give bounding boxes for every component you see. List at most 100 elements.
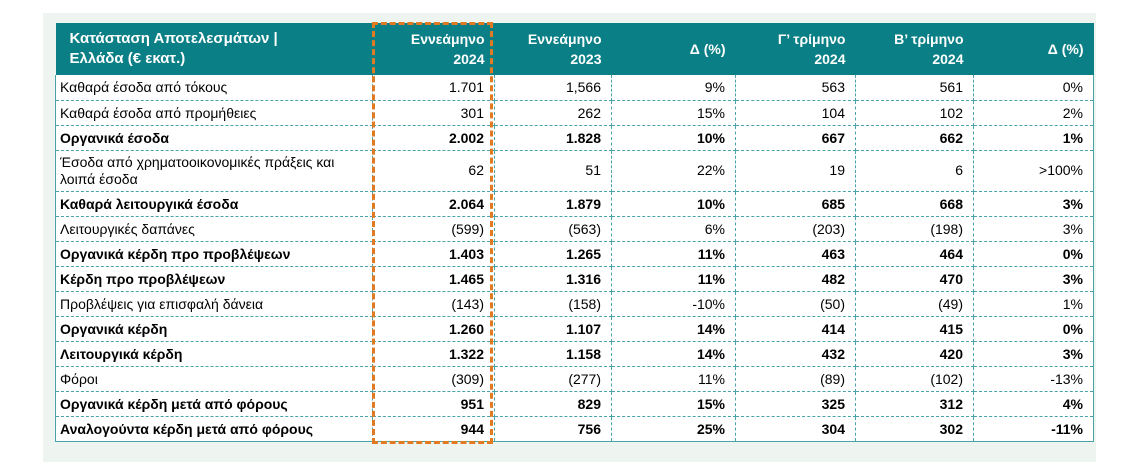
column-header-line1: Εννεάμηνο [410, 31, 485, 47]
table-cell: (203) [735, 216, 856, 242]
table-cell: (102) [855, 366, 974, 392]
table-cell: (599) [372, 216, 495, 242]
table-row: Προβλέψεις για επισφαλή δάνεια (143) (158)… [55, 291, 1094, 317]
table-cell: 3% [973, 266, 1094, 292]
table-cell: (309) [372, 366, 495, 392]
table-cell: 415 [855, 316, 974, 342]
table-cell: 6% [611, 216, 736, 242]
column-header-line1: Δ (%) [689, 41, 726, 57]
table-cell: 1.701 [372, 75, 495, 101]
row-label: Κέρδη προ προβλέψεων [55, 266, 373, 292]
column-header-line1: Κατάσταση Αποτελεσμάτων | [69, 30, 278, 47]
table-cell: 1.158 [494, 341, 612, 367]
table-cell: 14% [611, 316, 736, 342]
table-cell: 2% [973, 100, 1094, 126]
table-cell: 4% [973, 391, 1094, 417]
table-cell: 1.828 [494, 125, 612, 151]
table-cell: 662 [855, 125, 974, 151]
table-cell: 14% [611, 341, 736, 367]
column-header-9m-2024: Εννεάμηνο 2024 [372, 23, 495, 75]
table-cell: 1.322 [372, 341, 495, 367]
table-cell: 15% [611, 100, 736, 126]
table-cell: 1% [973, 125, 1094, 151]
table-cell: 15% [611, 391, 736, 417]
table-cell: 944 [372, 416, 495, 442]
table-cell: 102 [855, 100, 974, 126]
row-label: Οργανικά κέρδη μετά από φόρους [55, 391, 373, 417]
table-cell: 482 [735, 266, 856, 292]
table-cell: 62 [372, 150, 495, 192]
table-cell: (158) [494, 291, 612, 317]
table-cell: 302 [855, 416, 974, 442]
table-cell: 432 [735, 341, 856, 367]
table-row: Οργανικά κέρδη προ προβλέψεων 1.403 1.265 1… [55, 241, 1094, 267]
table-row: Καθαρά έσοδα από προμήθειες 301 262 15% 104 1… [55, 100, 1094, 126]
table-cell: 10% [611, 191, 736, 217]
row-label: Έσοδα από χρηματοοικονομικές πράξεις και… [55, 150, 373, 192]
table-cell: 951 [372, 391, 495, 417]
row-label: Καθαρά λειτουργικά έσοδα [55, 191, 373, 217]
table-cell: 3% [973, 191, 1094, 217]
column-header-line2: Ελλάδα (€ εκατ.) [69, 50, 186, 67]
table-cell: 2.064 [372, 191, 495, 217]
column-header-q2-2024: Β’ τρίμηνο 2024 [855, 23, 974, 75]
table-cell: 414 [735, 316, 856, 342]
table-row: Λειτουργικές δαπάνες (599) (563) 6% (203) (19… [55, 216, 1094, 242]
table-cell: 25% [611, 416, 736, 442]
column-header-line1: Εννεάμηνο [527, 31, 602, 47]
table-cell: 1.265 [494, 241, 612, 267]
table-header-row: Κατάσταση Αποτελεσμάτων | Ελλάδα (€ εκατ… [55, 23, 1094, 75]
table-cell: (277) [494, 366, 612, 392]
column-header-9m-2023: Εννεάμηνο 2023 [494, 23, 612, 75]
table-cell: (563) [494, 216, 612, 242]
table-cell: (143) [372, 291, 495, 317]
income-statement-table: Κατάσταση Αποτελεσμάτων | Ελλάδα (€ εκατ… [55, 23, 1094, 442]
column-header-line2: 2023 [570, 51, 602, 67]
column-header-statement: Κατάσταση Αποτελεσμάτων | Ελλάδα (€ εκατ… [55, 23, 373, 75]
column-header-q3-2024: Γ’ τρίμηνο 2024 [735, 23, 856, 75]
row-label: Οργανικά έσοδα [55, 125, 373, 151]
row-label: Αναλογούντα κέρδη μετά από φόρους [55, 416, 373, 442]
column-header-line1: Β’ τρίμηνο [894, 31, 964, 47]
table-cell: 420 [855, 341, 974, 367]
table-cell: 3% [973, 216, 1094, 242]
row-label: Λειτουργικές δαπάνες [55, 216, 373, 242]
table-cell: (89) [735, 366, 856, 392]
table-cell: 0% [973, 75, 1094, 101]
table-row: Οργανικά κέρδη 1.260 1.107 14% 414 415 0% [55, 316, 1094, 342]
column-header-delta-9m: Δ (%) [611, 23, 736, 75]
table-row: Αναλογούντα κέρδη μετά από φόρους 944 756 2… [55, 416, 1094, 442]
table-cell: 685 [735, 191, 856, 217]
table-cell: 51 [494, 150, 612, 192]
column-header-line2: 2024 [814, 51, 846, 67]
table-row: Έσοδα από χρηματοοικονομικές πράξεις και… [55, 150, 1094, 192]
table-row: Φόροι (309) (277) 11% (89) (102) -13% [55, 366, 1094, 392]
table-cell: 0% [973, 241, 1094, 267]
table-cell: -10% [611, 291, 736, 317]
column-header-line1: Δ (%) [1047, 41, 1084, 57]
table-cell: 463 [735, 241, 856, 267]
table-cell: 11% [611, 266, 736, 292]
table-cell: -11% [973, 416, 1094, 442]
table-row: Καθαρά λειτουργικά έσοδα 2.064 1.879 10% 685… [55, 191, 1094, 217]
table-cell: 10% [611, 125, 736, 151]
table-cell: 19 [735, 150, 856, 192]
column-header-line2: 2024 [453, 51, 485, 67]
row-label: Οργανικά κέρδη προ προβλέψεων [55, 241, 373, 267]
table-cell: 11% [611, 366, 736, 392]
table-row: Λειτουργικά κέρδη 1.322 1.158 14% 432 420 3% [55, 341, 1094, 367]
table-cell: 9% [611, 75, 736, 101]
table-cell: 1% [973, 291, 1094, 317]
table-cell: 1.465 [372, 266, 495, 292]
table-cell: 470 [855, 266, 974, 292]
table-row: Οργανικά κέρδη μετά από φόρους 951 829 15% 3… [55, 391, 1094, 417]
table-cell: (49) [855, 291, 974, 317]
row-label: Λειτουργικά κέρδη [55, 341, 373, 367]
row-label: Καθαρά έσοδα από προμήθειες [55, 100, 373, 126]
table-cell: 104 [735, 100, 856, 126]
table-cell: 1,566 [494, 75, 612, 101]
table-cell: >100% [973, 150, 1094, 192]
table-cell: 1.879 [494, 191, 612, 217]
row-label: Προβλέψεις για επισφαλή δάνεια [55, 291, 373, 317]
row-label: Καθαρά έσοδα από τόκους [55, 75, 373, 101]
